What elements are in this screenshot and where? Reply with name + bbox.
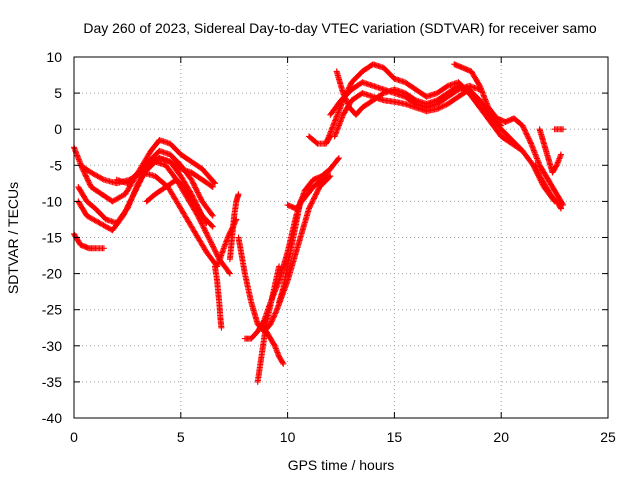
data-point: [536, 126, 564, 176]
data-point: [226, 191, 242, 263]
axis-ticks: [73, 56, 609, 419]
data-point: [212, 263, 225, 331]
satellite-track-7: [143, 176, 210, 227]
data-point: [532, 162, 564, 212]
y-tick-label: -40: [42, 410, 62, 426]
y-tick-label: -15: [42, 230, 62, 246]
satellite-track-9: [212, 263, 225, 331]
y-tick-label: -25: [42, 302, 62, 318]
y-tick-labels: -40 -35 -30 -25 -20 -15 -10 -5 0 5 10: [42, 49, 62, 426]
y-tick-label: 5: [54, 85, 62, 101]
satellite-track-14: [259, 321, 287, 367]
x-tick-label: 15: [387, 429, 403, 445]
x-tick-label: 25: [600, 429, 616, 445]
y-tick-label: -35: [42, 374, 62, 390]
data-point: [259, 321, 287, 367]
data-point: [143, 176, 210, 227]
y-axis-label: SDTVAR / TECUs: [5, 182, 21, 294]
data-point: [113, 147, 216, 219]
y-tick-label: -20: [42, 266, 62, 282]
y-tick-label: 0: [54, 121, 62, 137]
x-tick-label: 0: [70, 429, 78, 445]
data-point: [145, 155, 216, 190]
satellite-track-23: [536, 126, 564, 176]
x-tick-label: 20: [493, 429, 509, 445]
y-tick-label: -5: [50, 157, 63, 173]
satellite-track-10: [226, 191, 242, 263]
satellite-track-22: [451, 61, 567, 208]
chart-title: Day 260 of 2023, Sidereal Day-to-day VTE…: [83, 20, 596, 36]
y-tick-label: 10: [46, 49, 62, 65]
x-axis-label: GPS time / hours: [288, 457, 395, 473]
satellite-track-8: [145, 155, 216, 190]
data-point: [551, 126, 567, 133]
x-tick-label: 10: [280, 429, 296, 445]
y-tick-label: -10: [42, 193, 62, 209]
satellite-track-25: [532, 162, 564, 212]
satellite-track-16: [284, 165, 334, 212]
grid-lines: [74, 57, 608, 418]
data-point: [451, 61, 567, 208]
data-points: [71, 61, 567, 385]
x-tick-label: 5: [177, 429, 185, 445]
data-point: [284, 165, 334, 212]
satellite-track-6: [113, 147, 216, 219]
satellite-track-24: [551, 126, 567, 133]
y-tick-label: -30: [42, 338, 62, 354]
x-tick-labels: 0 5 10 15 20 25: [70, 429, 616, 445]
